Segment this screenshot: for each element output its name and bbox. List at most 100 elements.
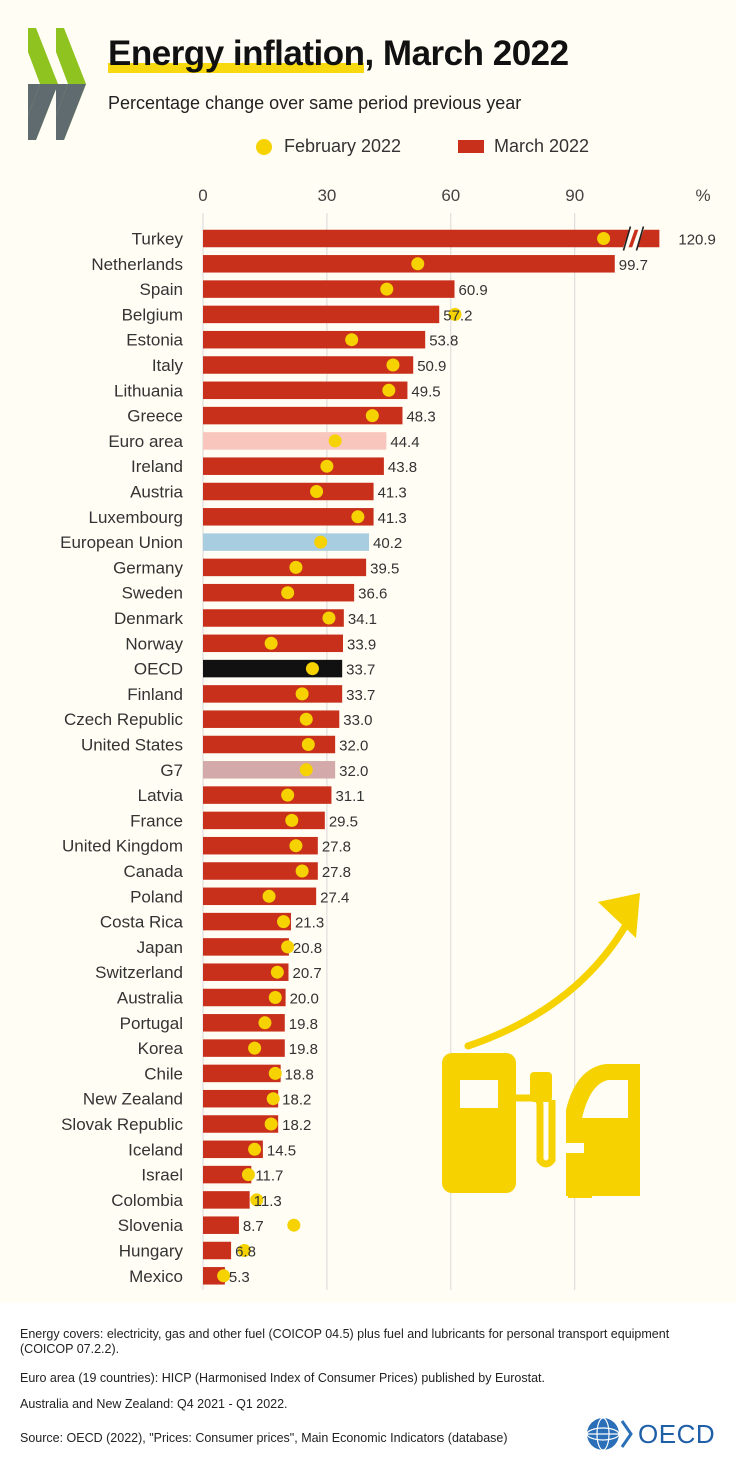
value-label: 41.3	[378, 485, 407, 502]
dot-february	[270, 965, 284, 979]
dot-february	[328, 434, 342, 448]
bar-march	[203, 558, 367, 577]
value-label: 20.7	[292, 965, 321, 982]
value-label: 33.7	[346, 662, 375, 679]
row-label: Norway	[125, 634, 183, 653]
page-title: Energy inflation, March 2022	[108, 34, 569, 74]
row-label: Belgium	[122, 305, 183, 324]
value-label: 27.8	[322, 864, 351, 881]
value-label: 29.5	[329, 813, 358, 830]
row-label: Turkey	[132, 230, 184, 249]
x-axis-unit: %	[695, 186, 710, 205]
value-label: 120.9	[678, 232, 716, 249]
legend-february-label: February 2022	[284, 136, 402, 156]
row-label: Denmark	[114, 609, 183, 628]
value-label: 18.2	[282, 1092, 311, 1109]
value-label: 11.3	[254, 1193, 282, 1210]
value-label: 53.8	[429, 333, 458, 350]
bar-march	[203, 1165, 252, 1184]
bar-march	[203, 1216, 239, 1234]
oecd-logo-text: OECD	[638, 1418, 716, 1449]
dot-february	[268, 1066, 282, 1080]
row-label: Estonia	[126, 331, 183, 350]
bar-march	[203, 887, 317, 906]
dot-february	[264, 1117, 278, 1131]
dot-february	[289, 839, 303, 853]
note-energy: Energy covers: electricity, gas and othe…	[20, 1327, 670, 1356]
row-label: United Kingdom	[62, 837, 183, 856]
bar-march	[203, 735, 336, 754]
value-label: 60.9	[459, 282, 488, 299]
x-tick-label: 90	[565, 186, 584, 205]
bar-march	[203, 938, 289, 956]
value-label: 6.8	[235, 1244, 256, 1261]
legend-march-label: March 2022	[494, 136, 590, 156]
bar-march	[203, 862, 318, 880]
legend-item-march: March 2022	[458, 136, 589, 157]
value-label: 5.3	[229, 1269, 250, 1286]
value-label: 18.8	[285, 1066, 314, 1083]
value-label: 99.7	[619, 257, 648, 274]
axis-break-gap	[632, 227, 644, 250]
row-label: Canada	[123, 862, 183, 881]
row-label: Mexico	[129, 1267, 183, 1286]
chart-legend: February 2022 March 2022	[0, 136, 736, 162]
row-label: Netherlands	[91, 255, 183, 274]
dot-february	[289, 560, 303, 574]
row-label: Germany	[113, 558, 183, 577]
bar-march	[203, 583, 355, 602]
source-note: Source: OECD (2022), "Prices: Consumer p…	[20, 1431, 508, 1445]
globe-icon	[586, 1417, 620, 1451]
value-label: 34.1	[348, 611, 377, 628]
row-label: Chile	[144, 1064, 183, 1083]
row-label: France	[130, 811, 183, 830]
row-label: Portugal	[120, 1014, 183, 1033]
bar-march	[203, 1064, 281, 1083]
value-label: 20.8	[293, 940, 322, 957]
dot-february	[266, 1092, 280, 1106]
value-label: 19.8	[289, 1016, 318, 1033]
bar-march	[203, 786, 332, 804]
row-label: Euro area	[108, 432, 183, 451]
dot-february	[382, 383, 396, 397]
dot-february	[277, 915, 291, 929]
dot-february	[380, 282, 394, 296]
dot-february	[314, 535, 328, 549]
dot-february	[295, 864, 309, 878]
row-label: Switzerland	[95, 963, 183, 982]
bar-march	[203, 1039, 285, 1057]
row-label: Colombia	[111, 1191, 183, 1210]
row-label: OECD	[134, 660, 183, 679]
value-label: 36.6	[358, 586, 387, 603]
x-tick-label: 0	[198, 186, 207, 205]
row-label: New Zealand	[83, 1090, 183, 1109]
row-label: Latvia	[138, 786, 184, 805]
value-label: 33.9	[347, 636, 376, 653]
dot-february	[258, 1016, 272, 1030]
legend-item-february: February 2022	[256, 136, 401, 157]
x-tick-label: 60	[441, 186, 460, 205]
title-rest: , March 2022	[364, 34, 569, 73]
bar-march	[203, 685, 343, 703]
value-label: 57.2	[443, 307, 472, 324]
title-highlight: Energy inflation	[108, 34, 365, 73]
row-label: Finland	[127, 685, 183, 704]
bar-march	[203, 912, 291, 931]
row-label: Iceland	[128, 1140, 183, 1159]
dot-february	[281, 788, 295, 802]
axis-break-gap	[623, 227, 635, 250]
oecd-logo: OECD	[586, 1417, 715, 1451]
value-label: 48.3	[406, 409, 435, 426]
dot-february	[217, 1269, 231, 1283]
row-label: Ireland	[131, 457, 183, 476]
bar-march	[203, 1140, 263, 1159]
row-label: Luxembourg	[88, 508, 183, 527]
dot-february	[299, 712, 313, 726]
bar-march	[203, 761, 336, 779]
value-label: 20.0	[290, 991, 319, 1008]
value-label: 50.9	[417, 358, 446, 375]
row-label: Hungary	[119, 1242, 184, 1261]
value-label: 31.1	[335, 788, 364, 805]
bar-march	[203, 305, 440, 324]
